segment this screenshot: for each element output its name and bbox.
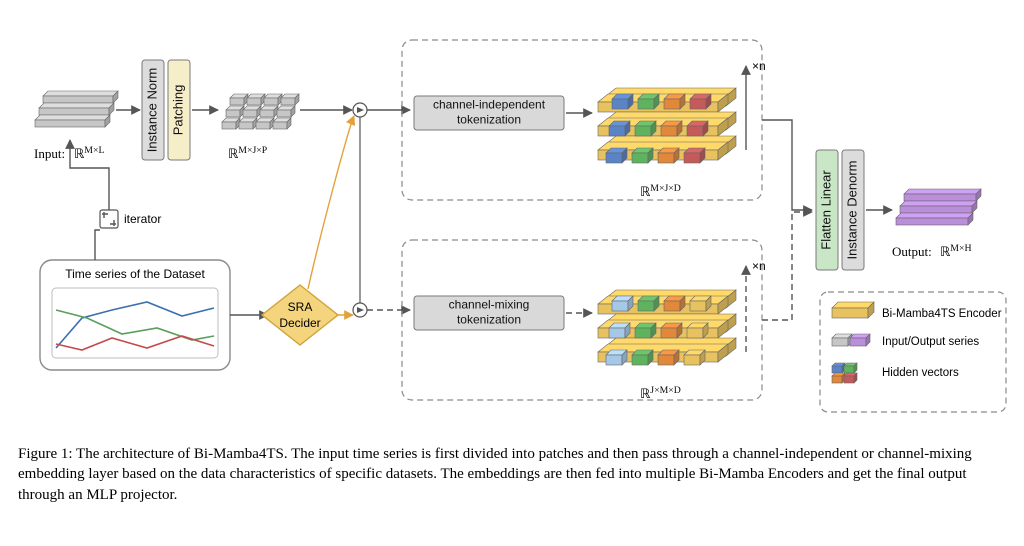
iterator-label: iterator [124,212,161,226]
timeseries-title: Time series of the Dataset [65,267,205,281]
ci-dim: ℝM×J×D [640,183,681,200]
cm-tokenize-box: channel-mixingtokenization [414,296,564,330]
input-dim: ℝM×L [74,145,104,162]
sra-label-top: SRA [288,300,313,314]
decider-to-top [308,116,354,289]
arrow-cm-out [762,212,812,320]
legend-hidden-label: Hidden vectors [882,367,959,379]
svg-text:Instance Norm: Instance Norm [144,68,159,153]
cm-encoder-stack [598,290,736,365]
legend-io-label: Input/Output series [882,336,979,348]
iterator-line1 [95,230,100,260]
legend-hidden [832,363,857,383]
output-dim: ℝM×H [940,243,972,260]
legend-io [832,334,870,346]
xn-top: ×n [752,59,766,73]
input-label: Input: [34,146,65,161]
svg-text:channel-independent: channel-independent [433,98,546,112]
output-label: Output: [892,244,932,259]
sra-label-bot: Decider [279,316,320,330]
ci-tokenize-box: channel-independenttokenization [414,96,564,130]
instance-norm-box: Instance Norm [142,60,164,160]
xn-bot: ×n [752,259,766,273]
svg-text:channel-mixing: channel-mixing [449,298,530,312]
iterator-icon [100,210,118,228]
instance-denorm-box: Instance Denorm [842,150,864,270]
figure-caption: Figure 1: The architecture of Bi-Mamba4T… [0,440,1024,515]
svg-text:tokenization: tokenization [457,113,521,127]
output-series [896,189,981,225]
svg-text:tokenization: tokenization [457,313,521,327]
svg-text:Instance Denorm: Instance Denorm [844,161,859,260]
legend-encoder-label: Bi-Mamba4TS Encoder [882,308,1002,320]
patch-dim: ℝM×J×P [228,145,268,162]
svg-text:Flatten Linear: Flatten Linear [818,170,833,250]
svg-text:Patching: Patching [170,85,185,136]
input-series [35,91,118,127]
legend-encoder [832,302,874,318]
flatten-linear-box: Flatten Linear [816,150,838,270]
switch-bottom [353,303,367,317]
ci-encoder-stack [598,88,736,163]
switch-top [353,103,367,117]
patching-box: Patching [168,60,190,160]
patched-series [222,94,299,129]
sra-decider [262,285,338,345]
cm-dim: ℝJ×M×D [640,385,681,402]
arrow-ci-out [762,120,812,210]
